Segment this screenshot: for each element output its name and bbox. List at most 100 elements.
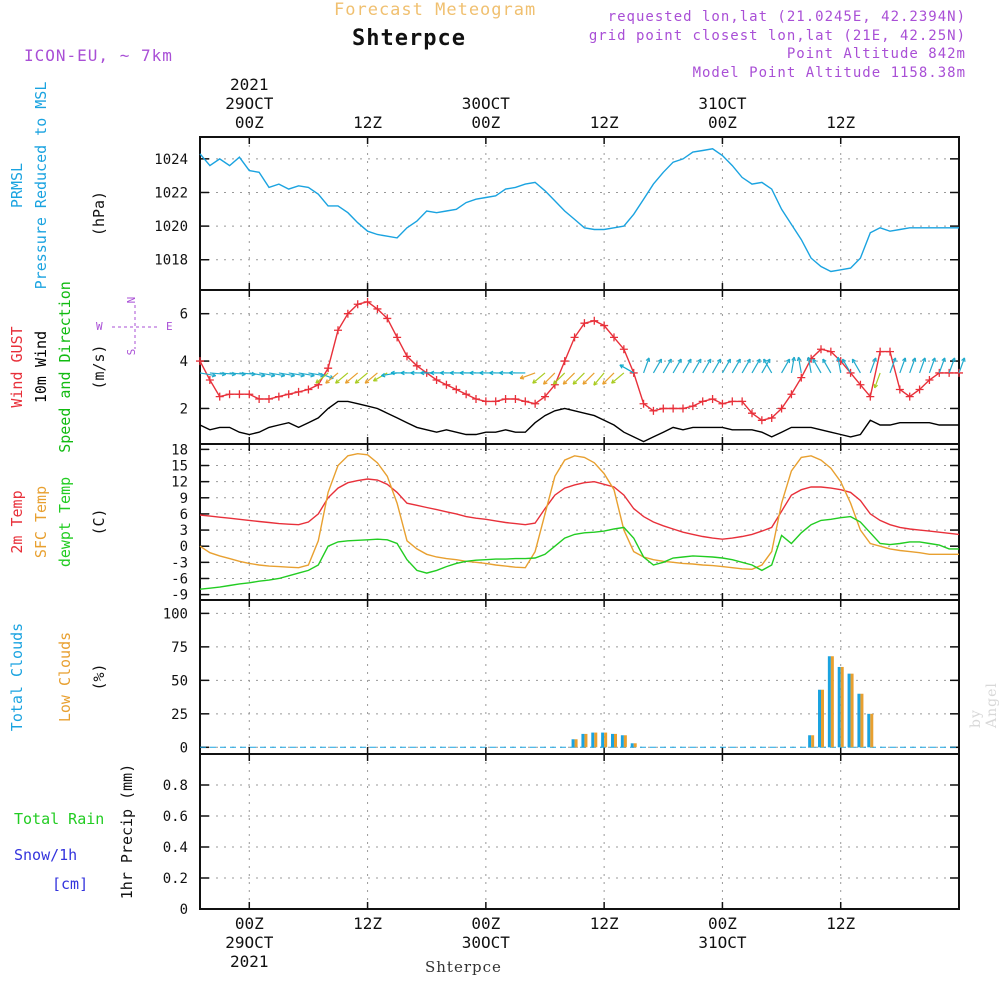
- ytick-label-temperature-7: 12: [171, 475, 188, 491]
- series-wind-1: [199, 400, 959, 443]
- wind-arrowhead-75: [941, 357, 946, 362]
- wind-arrow-77: [958, 357, 966, 374]
- gust-point-40: [590, 316, 599, 325]
- gust-point-19: [383, 314, 392, 323]
- gust-point-27: [462, 390, 471, 399]
- wind-arrowhead-19: [372, 377, 378, 382]
- top-date-5-0: 12Z: [826, 113, 855, 132]
- wind-arrowhead-54: [736, 358, 741, 364]
- wind-arrowhead-29: [469, 370, 474, 376]
- wind-arrowhead-38: [562, 380, 568, 385]
- gust-point-29: [481, 397, 490, 406]
- wind-arrow-60: [790, 357, 795, 374]
- gust-point-25: [442, 380, 451, 389]
- total-cloud-bar-6: [630, 743, 634, 748]
- gust-point-34: [531, 399, 540, 408]
- gust-point-9: [284, 390, 293, 399]
- low-cloud-bar-0: [574, 739, 578, 748]
- wind-arrowhead-74: [931, 357, 936, 362]
- ytick-label-temperature-4: 3: [180, 523, 188, 539]
- ylabel-wind: (m/s): [90, 344, 108, 389]
- gust-point-32: [511, 394, 520, 403]
- requested-coords: requested lon,lat (21.0245E, 42.2394N): [607, 9, 966, 25]
- wind-arrowhead-30: [479, 370, 484, 376]
- gust-point-61: [797, 373, 806, 382]
- low-cloud-bar-9: [830, 656, 834, 748]
- wind-arrowhead-39: [572, 380, 578, 385]
- wind-arrow-19: [373, 372, 388, 382]
- wind-arrow-39: [572, 372, 585, 385]
- compass: N W E S: [96, 297, 173, 356]
- location-title: Shterpce: [352, 26, 466, 51]
- total-cloud-bar-0: [571, 739, 575, 748]
- wind-arrow-72: [909, 357, 916, 374]
- total-cloud-bar-9: [827, 656, 831, 748]
- wind-arrow-69: [874, 372, 881, 389]
- wind-arrowhead-69: [873, 383, 879, 389]
- gust-point-3: [225, 390, 234, 399]
- wind-arrowhead-36: [542, 380, 548, 385]
- low-cloud-bar-3: [604, 732, 608, 748]
- wind-arrowhead-33: [509, 370, 514, 376]
- wind-arrowhead-65: [836, 356, 841, 362]
- gust-point-60: [787, 390, 796, 399]
- wind-arrow-14: [325, 372, 339, 384]
- wind-arrow-54: [731, 358, 741, 374]
- grid-point-coords: grid point closest lon,lat (21E, 42.25N): [588, 28, 966, 44]
- wind-arrowhead-15: [335, 379, 340, 384]
- gust-point-7: [265, 394, 273, 403]
- gust-point-59: [777, 404, 786, 413]
- wind-arrowhead-55: [746, 358, 751, 364]
- wind-arrowhead-77: [961, 357, 966, 362]
- gust-point-69: [876, 347, 885, 356]
- wind-arrowhead-28: [459, 370, 464, 376]
- wind-arrowhead-59: [785, 358, 791, 364]
- gust-point-2: [215, 392, 224, 401]
- bottom-date-4-0: 00Z: [708, 914, 737, 933]
- wind-arrowhead-31: [489, 370, 494, 376]
- gust-point-22: [412, 361, 421, 370]
- total-cloud-bar-7: [808, 735, 812, 748]
- wind-arrowhead-14: [325, 379, 330, 384]
- top-date-2-0: 30OCT: [462, 94, 511, 113]
- ytick-label-temperature-3: 0: [180, 539, 188, 555]
- wind-arrow-49: [682, 358, 692, 374]
- low-cloud-bar-2: [594, 732, 598, 748]
- gust-point-43: [619, 345, 628, 354]
- gust-point-1: [205, 376, 214, 385]
- left-label-clouds-1: Low Clouds: [56, 632, 74, 722]
- wind-arrow-44: [619, 364, 635, 374]
- wind-arrowhead-37: [552, 380, 558, 385]
- wind-arrowhead-16: [344, 379, 350, 384]
- ytick-label-temperature-8: 15: [171, 459, 188, 475]
- compass-w: W: [96, 320, 103, 333]
- gust-point-33: [521, 397, 530, 406]
- low-cloud-bar-4: [614, 733, 617, 748]
- wind-arrow-53: [721, 358, 731, 374]
- ytick-label-wind-1: 4: [180, 354, 188, 370]
- wind-arrow-66: [842, 358, 852, 374]
- wind-arrow-68: [869, 357, 877, 374]
- wind-arrow-10: [298, 372, 315, 377]
- wind-arrow-50: [692, 358, 702, 374]
- gust-point-50: [688, 402, 697, 411]
- ytick-label-pressure-3: 1024: [154, 152, 188, 168]
- gust-point-68: [866, 392, 875, 401]
- compass-s: S: [125, 349, 138, 356]
- wind-arrow-2: [219, 372, 236, 375]
- left-label-pressure-1: Pressure Reduced to MSL: [32, 82, 50, 290]
- wind-arrow-61: [797, 357, 802, 374]
- ytick-label-temperature-6: 9: [180, 491, 188, 507]
- left-label-wind-1: 10m Wind: [32, 331, 50, 403]
- left-label-clouds-0: Total Clouds: [8, 623, 26, 731]
- ylabel-pressure: (hPa): [90, 191, 108, 236]
- gust-point-30: [491, 397, 500, 406]
- left-label-wind-2: Speed and Direction: [56, 281, 74, 453]
- gust-point-31: [501, 394, 510, 403]
- wind-arrow-74: [928, 357, 936, 374]
- footer-location: Shterpce: [425, 958, 502, 976]
- wind-arrow-17: [354, 372, 368, 384]
- series-temperature-1: [199, 452, 959, 571]
- wind-arrowhead-24: [420, 370, 425, 376]
- wind-arrowhead-56: [756, 358, 761, 364]
